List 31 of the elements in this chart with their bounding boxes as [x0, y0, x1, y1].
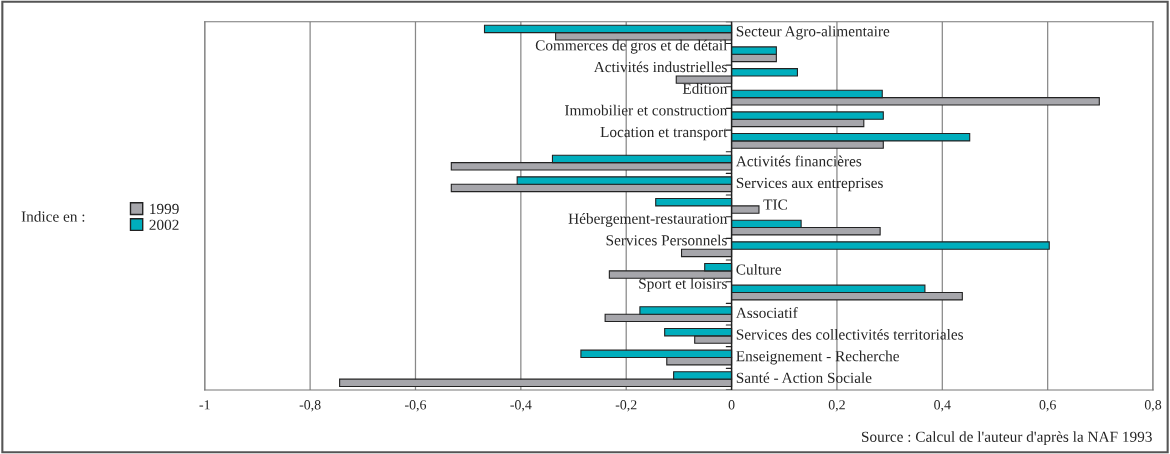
y-tick-label: Activités financières: [735, 155, 862, 167]
y-tick-label: Associatif: [735, 307, 798, 319]
y-tick-label: Sport et loisirs: [639, 278, 727, 292]
y-tick-label: Services aux entreprises: [736, 177, 883, 192]
y-tick-label: Santé - Action Sociale: [736, 372, 872, 383]
legend-title: Indice en :: [21, 210, 85, 222]
y-tick-label: Enseignement - Recherche: [736, 350, 899, 365]
x-tick-label: -0,2: [615, 400, 637, 412]
source-note: Source : Calcul de l'auteur d'après la NAF 1993: [862, 431, 1152, 446]
x-tick-label: -0,6: [405, 400, 427, 412]
legend-label: 2002: [149, 219, 179, 230]
y-tick-label: Services des collectivités territoriales: [736, 328, 964, 340]
x-tick-label: -0,8: [299, 400, 321, 412]
x-tick-label: 0,6: [1039, 400, 1056, 412]
x-tick-label: 0: [728, 400, 735, 410]
y-tick-label: Location et transport: [600, 126, 728, 141]
x-tick-label: -0,4: [510, 400, 532, 412]
x-tick-label: 0,8: [1144, 400, 1162, 412]
legend-label: 1999: [150, 203, 179, 215]
x-tick-label: -1: [199, 400, 210, 410]
y-tick-label: Edition: [682, 83, 728, 94]
x-tick-label: 0,4: [934, 400, 951, 412]
y-tick-label: Hébergement-restauration: [568, 213, 728, 227]
y-tick-label: Culture: [736, 263, 782, 275]
y-tick-label: Commerces de gros et de détail: [535, 39, 728, 54]
y-tick-label: Immobilier et construction: [564, 104, 728, 116]
y-tick-label: Services Personnels: [606, 234, 727, 246]
y-tick-label: Secteur Agro-alimentaire: [736, 25, 890, 40]
y-tick-label: Activités industrielles: [593, 61, 727, 73]
x-tick-label: 0,2: [828, 400, 845, 412]
y-tick-label: TIC: [763, 199, 787, 210]
